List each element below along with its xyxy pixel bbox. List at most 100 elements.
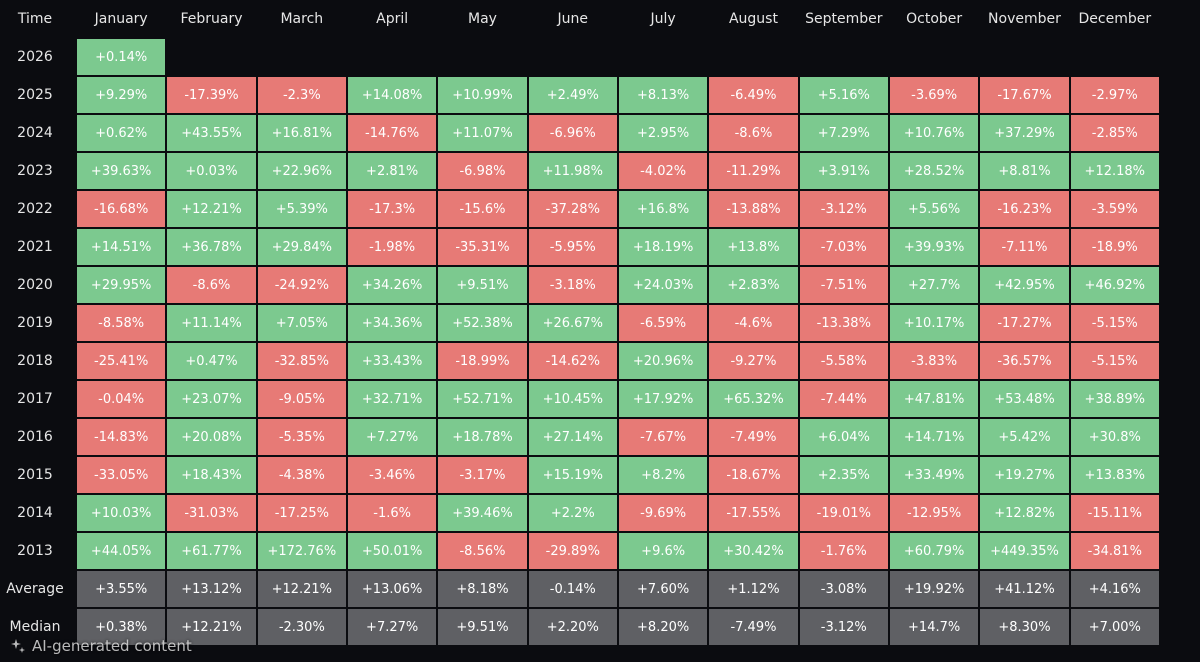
summary-cell: +4.16% — [1070, 571, 1159, 607]
column-header-july: July — [650, 11, 676, 27]
return-cell: -31.03% — [167, 495, 256, 531]
watermark-text: AI-generated content — [32, 637, 192, 655]
return-cell: -18.67% — [709, 457, 798, 493]
return-cell: +0.62% — [77, 115, 166, 151]
row-label-2021: 2021 — [17, 239, 53, 255]
row-label-median: Median — [9, 619, 61, 635]
return-cell: -16.23% — [980, 191, 1069, 227]
column-header-june: June — [557, 11, 589, 27]
return-cell: -12.95% — [889, 495, 979, 531]
return-cell: +11.98% — [528, 153, 617, 189]
return-cell: +11.07% — [438, 115, 527, 151]
return-cell: +13.8% — [709, 229, 798, 265]
row-label-2014: 2014 — [17, 505, 53, 521]
return-cell: -5.58% — [799, 343, 888, 379]
column-header-april: April — [376, 11, 409, 27]
return-cell: +53.48% — [980, 381, 1069, 417]
return-cell: -3.18% — [528, 267, 617, 303]
return-cell: -17.55% — [709, 495, 798, 531]
summary-cell: +7.27% — [347, 609, 437, 645]
return-cell: -3.59% — [1070, 191, 1159, 227]
return-cell: -14.76% — [347, 115, 437, 151]
return-cell: +43.55% — [167, 115, 256, 151]
return-cell: +52.71% — [438, 381, 527, 417]
return-cell: +16.81% — [257, 115, 346, 151]
return-cell: +17.92% — [618, 381, 708, 417]
return-cell: +5.39% — [257, 191, 346, 227]
return-cell: +0.14% — [77, 39, 166, 75]
row-label-average: Average — [6, 581, 64, 597]
return-cell: +39.93% — [889, 229, 979, 265]
return-cell: +2.81% — [347, 153, 437, 189]
return-cell: +0.03% — [167, 153, 256, 189]
row-label-2022: 2022 — [17, 201, 53, 217]
return-cell: -5.15% — [1070, 343, 1159, 379]
return-cell: +22.96% — [257, 153, 346, 189]
return-cell: -5.35% — [257, 419, 346, 455]
return-cell: +10.99% — [438, 77, 527, 113]
summary-cell: +14.7% — [889, 609, 979, 645]
return-cell: -13.38% — [799, 305, 888, 341]
return-cell: +2.49% — [528, 77, 617, 113]
return-cell: +10.03% — [77, 495, 166, 531]
return-cell: +29.95% — [77, 267, 166, 303]
row-label-2016: 2016 — [17, 429, 53, 445]
return-cell: -32.85% — [257, 343, 346, 379]
row-label-2020: 2020 — [17, 277, 53, 293]
return-cell: +7.05% — [257, 305, 346, 341]
return-cell: +12.18% — [1070, 153, 1159, 189]
return-cell: -14.62% — [528, 343, 617, 379]
return-cell: -1.76% — [799, 533, 888, 569]
return-cell: +10.17% — [889, 305, 979, 341]
column-header-february: February — [180, 11, 243, 27]
return-cell: +14.71% — [889, 419, 979, 455]
row-label-2017: 2017 — [17, 391, 53, 407]
return-cell: +2.2% — [528, 495, 617, 531]
return-cell: +28.52% — [889, 153, 979, 189]
summary-cell: +7.00% — [1070, 609, 1159, 645]
return-cell: -17.25% — [257, 495, 346, 531]
return-cell: -16.68% — [77, 191, 166, 227]
return-cell: +10.76% — [889, 115, 979, 151]
return-cell: +44.05% — [77, 533, 166, 569]
return-cell: -6.59% — [618, 305, 708, 341]
return-cell: +12.21% — [167, 191, 256, 227]
return-cell: +46.92% — [1070, 267, 1159, 303]
return-cell: +2.35% — [799, 457, 888, 493]
return-cell: +9.6% — [618, 533, 708, 569]
return-cell: +52.38% — [438, 305, 527, 341]
return-cell: +34.26% — [347, 267, 437, 303]
return-cell: +65.32% — [709, 381, 798, 417]
return-cell: -33.05% — [77, 457, 166, 493]
summary-cell: +3.55% — [77, 571, 166, 607]
return-cell: -2.97% — [1070, 77, 1159, 113]
return-cell: -9.27% — [709, 343, 798, 379]
return-cell: -1.98% — [347, 229, 437, 265]
return-cell: +18.43% — [167, 457, 256, 493]
return-cell: +5.56% — [889, 191, 979, 227]
summary-cell: +12.21% — [167, 609, 256, 645]
row-label-2026: 2026 — [17, 49, 53, 65]
summary-cell: +8.30% — [980, 609, 1069, 645]
return-cell: +30.42% — [709, 533, 798, 569]
return-cell: -6.96% — [528, 115, 617, 151]
return-cell: +11.14% — [167, 305, 256, 341]
return-cell: +12.82% — [980, 495, 1069, 531]
return-cell: -8.6% — [709, 115, 798, 151]
return-cell: -3.12% — [799, 191, 888, 227]
return-cell: -6.49% — [709, 77, 798, 113]
summary-cell: +12.21% — [257, 571, 346, 607]
summary-cell: +8.18% — [438, 571, 527, 607]
return-cell: -17.3% — [347, 191, 437, 227]
return-cell: +61.77% — [167, 533, 256, 569]
return-cell: -4.6% — [709, 305, 798, 341]
return-cell: +0.47% — [167, 343, 256, 379]
return-cell: +19.27% — [980, 457, 1069, 493]
return-cell: +449.35% — [980, 533, 1069, 569]
return-cell: +8.13% — [618, 77, 708, 113]
return-cell: -17.39% — [167, 77, 256, 113]
return-cell: -9.05% — [257, 381, 346, 417]
summary-cell: +1.12% — [709, 571, 798, 607]
return-cell: +13.83% — [1070, 457, 1159, 493]
